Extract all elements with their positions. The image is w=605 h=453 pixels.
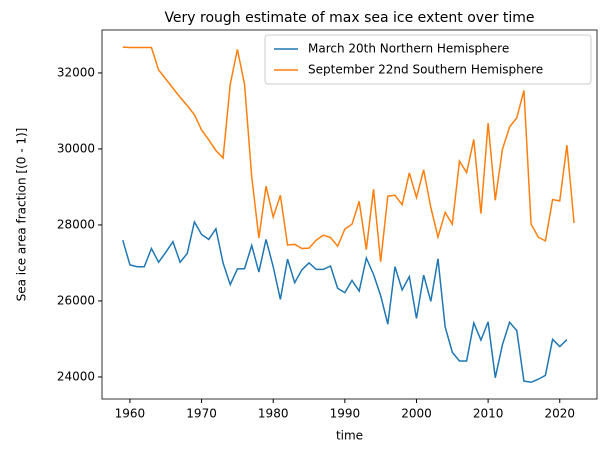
legend-box	[264, 34, 592, 85]
legend-label: September 22nd Southern Hemisphere	[308, 63, 543, 77]
x-tick-label: 1990	[330, 407, 361, 421]
x-tick-label: 1980	[258, 407, 289, 421]
y-tick-label: 32000	[57, 65, 95, 79]
y-tick-label: 24000	[57, 369, 95, 383]
y-tick-label: 30000	[57, 141, 95, 155]
x-tick-label: 2000	[401, 407, 432, 421]
line-series	[122, 46, 575, 262]
x-tick-label: 1970	[186, 407, 217, 421]
y-axis-label: Sea ice area fraction [(0 - 1)]	[15, 128, 29, 302]
line-series	[122, 219, 568, 384]
chart-title: Very rough estimate of max sea ice exten…	[164, 10, 534, 26]
legend-label: March 20th Northern Hemisphere	[308, 42, 509, 56]
x-tick-label: 2010	[473, 407, 504, 421]
x-tick-label: 1960	[115, 407, 146, 421]
x-axis-label: time	[336, 429, 363, 443]
x-tick-label: 2020	[544, 407, 575, 421]
y-tick-label: 26000	[57, 293, 95, 307]
plot-frame	[101, 29, 598, 400]
y-tick-label: 28000	[57, 217, 95, 231]
